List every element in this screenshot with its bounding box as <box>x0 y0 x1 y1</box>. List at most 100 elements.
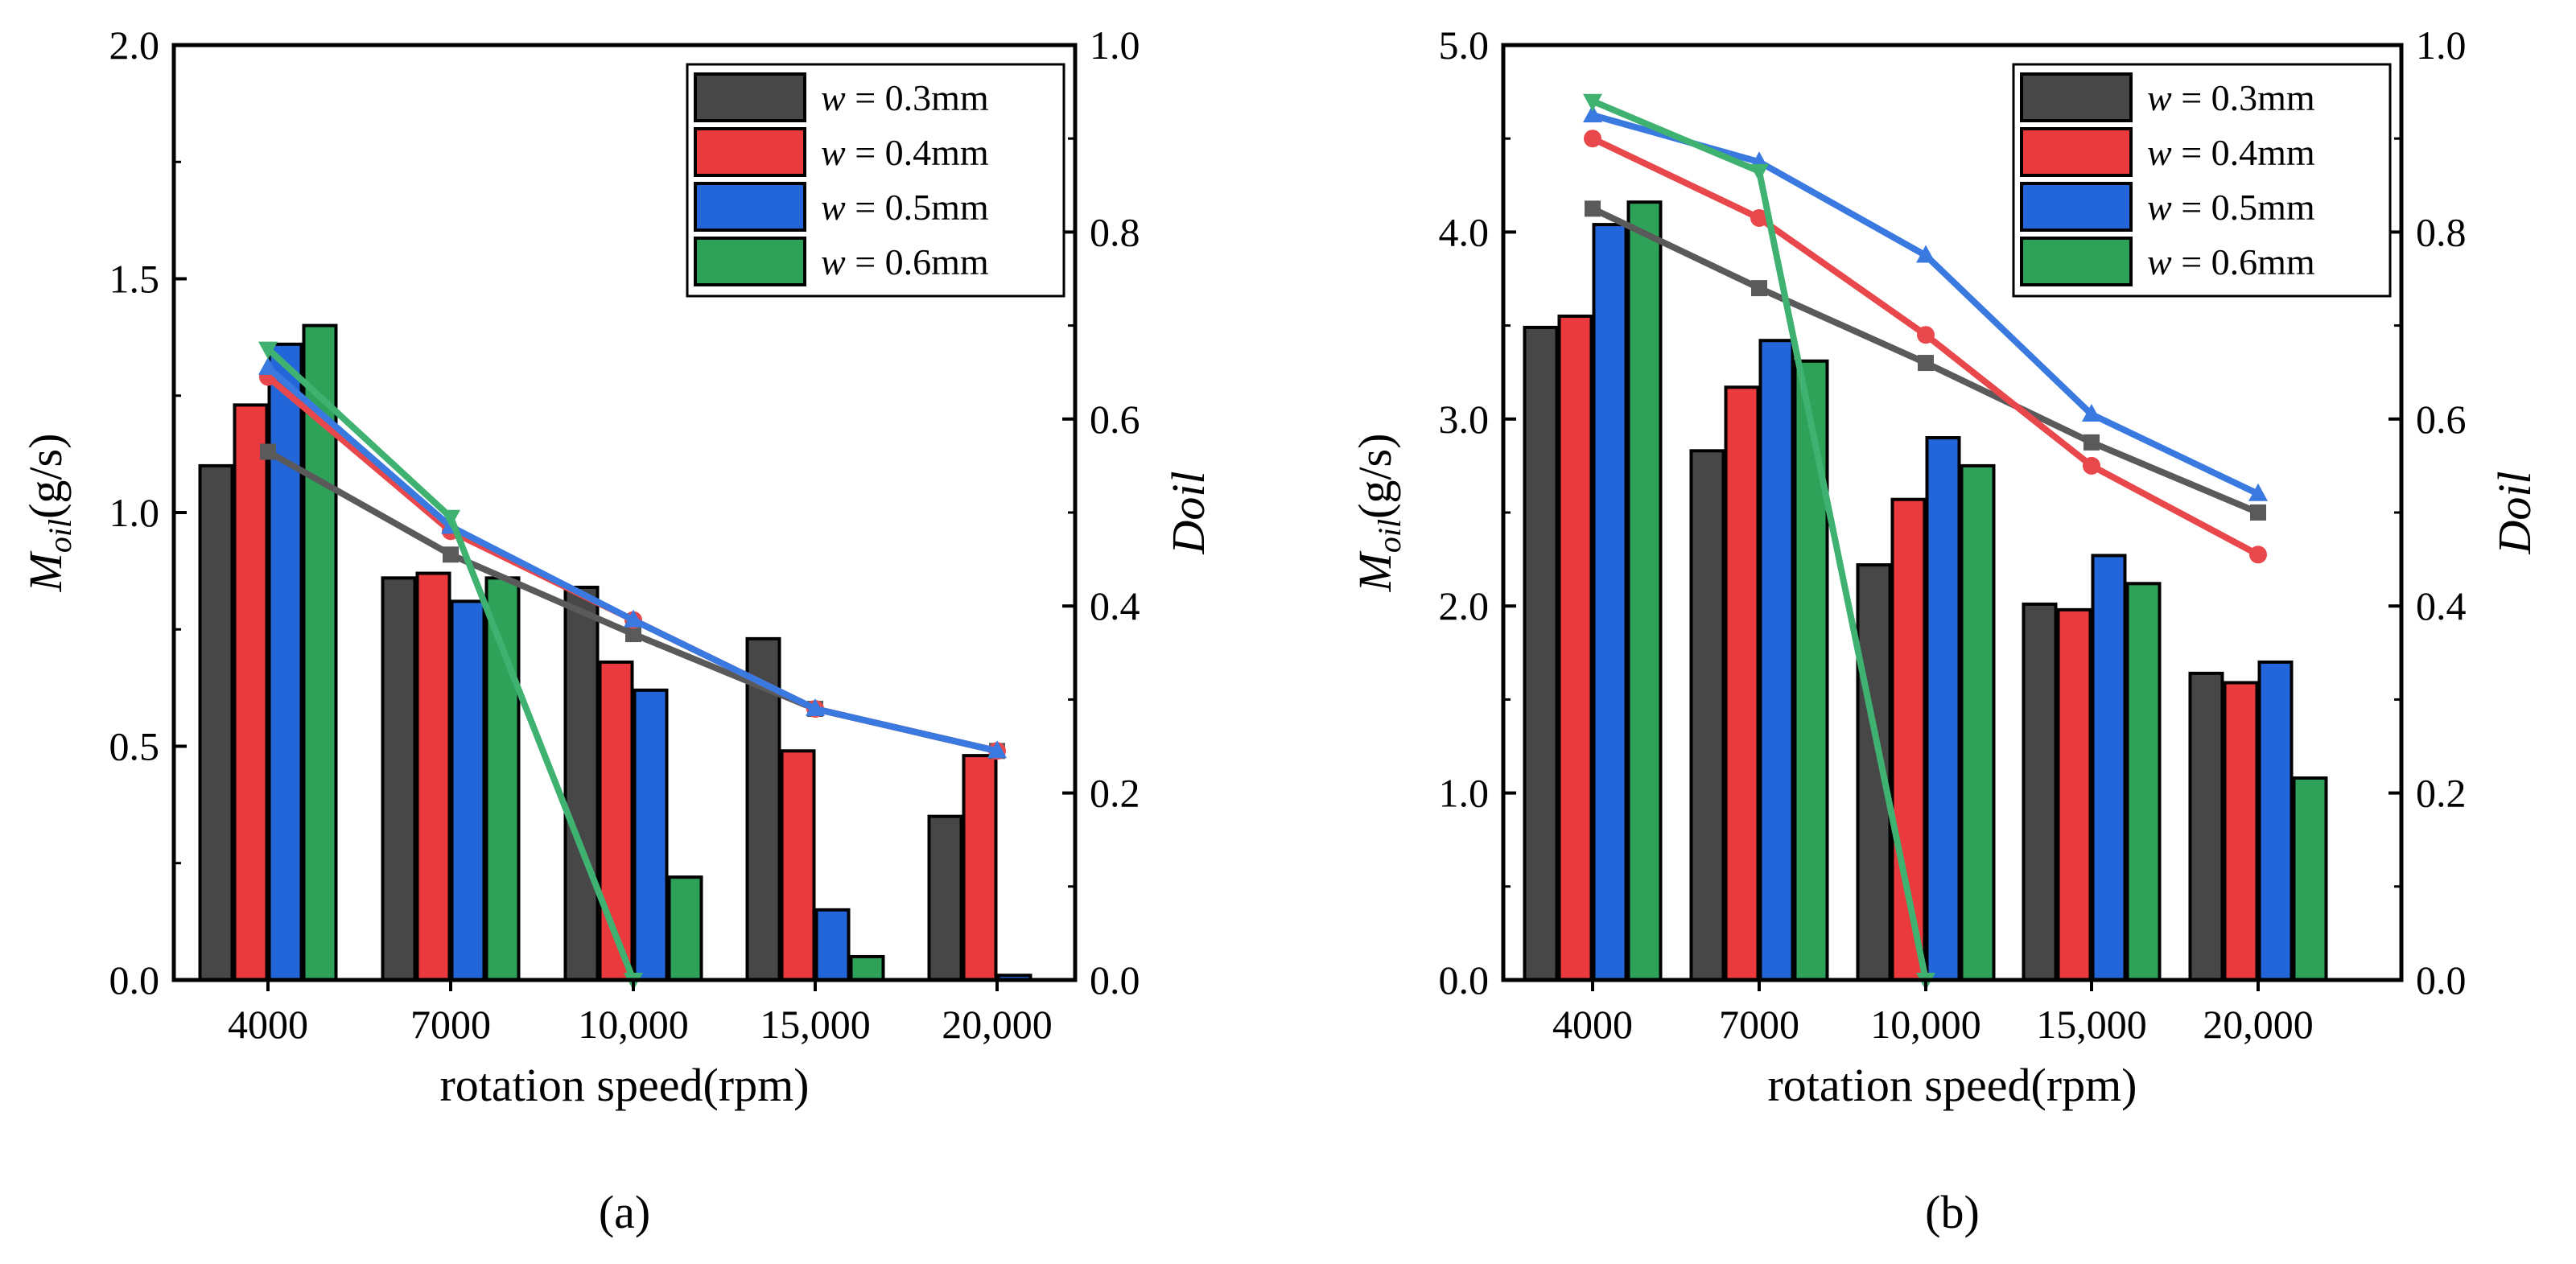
bar-b-s1-c2 <box>1689 449 1725 982</box>
marker-a-s3-5 <box>987 740 1007 759</box>
marker-b-s3-3 <box>1916 245 1935 263</box>
y-tick-label-left: 2.0 <box>109 23 160 68</box>
marker-a-s3-3 <box>624 609 643 628</box>
x-tick-label: 4000 <box>1552 1002 1633 1047</box>
bar-a-s1-c4 <box>745 636 781 982</box>
legend-var: w <box>2147 241 2172 282</box>
legend-value: = 0.6mm <box>2172 241 2315 282</box>
bar-a-s2-c1 <box>233 403 269 982</box>
legend-label-2: w = 0.4mm <box>2147 132 2315 173</box>
legend-swatch-2 <box>2020 127 2133 177</box>
chart-panel-a: 0.0 0.5 1.0 1.5 2.0 0.0 0.2 0.4 0.6 0.8 1.0 4000 700… <box>19 23 1214 1238</box>
bar-b-s4-c4 <box>2125 582 2162 982</box>
y-tick-label-right: 1.0 <box>1090 23 1140 68</box>
legend-value: = 0.4mm <box>2172 132 2315 173</box>
y-tick-label-left: 3.0 <box>1439 397 1490 442</box>
legend-value: = 0.4mm <box>846 132 989 173</box>
bar-b-s1-c1 <box>1523 325 1559 982</box>
y-axis-title-left: Moil(g/s) <box>19 434 78 593</box>
y-axis-title-main: M <box>1349 550 1401 592</box>
legend-value: = 0.6mm <box>846 241 989 282</box>
bar-a-s3-c2 <box>450 599 486 982</box>
bar-b-s2-c2 <box>1724 385 1760 982</box>
legend-label-4: w = 0.6mm <box>2147 241 2315 282</box>
legend-var: w <box>2147 132 2172 173</box>
legend-swatch-3 <box>2020 182 2133 232</box>
x-tick-label: 20,000 <box>2203 1002 2314 1047</box>
bar-a-s1-c5 <box>927 814 963 982</box>
y-tick-label-left: 0.0 <box>1439 957 1490 1003</box>
bar-a-s4-c2 <box>484 576 521 982</box>
marker-b-s2-1 <box>1584 130 1601 148</box>
x-tick-label: 10,000 <box>578 1002 689 1047</box>
y-tick-label-left: 4.0 <box>1439 209 1490 254</box>
legend-var: w <box>2147 187 2172 228</box>
marker-a-s3-1 <box>258 356 278 375</box>
y-tick-label-right: 0.2 <box>2416 771 2467 816</box>
marker-b-s1-5 <box>2250 504 2266 521</box>
legend-label-2: w = 0.4mm <box>821 132 989 173</box>
bar-b-s3-c2 <box>1758 339 1795 982</box>
bar-b-s3-c3 <box>1925 436 1961 982</box>
x-axis-title: rotation speed(rpm) <box>439 1059 809 1111</box>
y-tick-label-left: 0.5 <box>109 724 160 769</box>
y-tick-label-left: 1.5 <box>109 257 160 302</box>
marker-b-s4-2 <box>1750 163 1769 182</box>
legend-var: w <box>821 241 846 282</box>
bars <box>198 323 1032 982</box>
marker-a-s4-2 <box>441 509 460 528</box>
y-tick-label-left: 1.0 <box>1439 771 1490 816</box>
legend-label-1: w = 0.3mm <box>821 77 989 118</box>
marker-b-s2-5 <box>2249 546 2267 564</box>
marker-b-s3-4 <box>2082 403 2101 422</box>
bar-a-s3-c1 <box>267 342 303 982</box>
panel-label: (a) <box>599 1186 650 1238</box>
marker-b-s3-5 <box>2248 483 2268 501</box>
legend-var: w <box>821 77 846 118</box>
x-tick-label: 15,000 <box>2036 1002 2147 1047</box>
legend-swatch-2 <box>694 127 806 177</box>
chart-panel-b: 0.0 1.0 2.0 3.0 4.0 5.0 0.0 0.2 0.4 0.6 0.8 1.0 4000… <box>1349 23 2541 1238</box>
y-tick-label-right: 0.0 <box>2416 957 2467 1003</box>
legend-swatch-3 <box>694 182 806 232</box>
bar-b-s3-c1 <box>1592 223 1628 982</box>
bar-a-s2-c4 <box>780 749 816 982</box>
y-axis-title-unit: (g/s) <box>19 434 72 519</box>
marker-a-s4-1 <box>258 341 278 360</box>
bar-b-s4-c1 <box>1626 200 1663 982</box>
legend-swatch-4 <box>2020 237 2133 286</box>
x-tick-label: 4000 <box>228 1002 308 1047</box>
marker-b-s4-1 <box>1583 93 1602 112</box>
legend-label-3: w = 0.5mm <box>821 187 989 228</box>
bar-b-s2-c1 <box>1557 314 1593 982</box>
legend-value: = 0.3mm <box>846 77 989 118</box>
marker-b-s1-2 <box>1751 280 1767 297</box>
marker-b-s2-2 <box>1750 208 1768 227</box>
y-tick-label-right: 0.6 <box>2416 397 2467 442</box>
bar-a-s1-c3 <box>563 585 600 982</box>
bar-a-s4-c1 <box>302 323 338 982</box>
marker-b-s2-4 <box>2083 456 2100 475</box>
bar-a-s2-c3 <box>598 660 634 982</box>
x-tick-label: 15,000 <box>760 1002 871 1047</box>
y-tick-label-right: 0.8 <box>1090 209 1140 254</box>
marker-a-s1-1 <box>260 443 276 460</box>
legend-value: = 0.5mm <box>846 187 989 228</box>
bars <box>1523 200 2328 982</box>
legend-label-1: w = 0.3mm <box>2147 77 2315 118</box>
bar-b-s3-c5 <box>2257 660 2294 982</box>
y-axis-title-right: Doil <box>2488 471 2541 554</box>
bar-a-s4-c4 <box>849 954 885 982</box>
panel-label: (b) <box>1925 1186 1980 1238</box>
y-tick-label-right: 0.2 <box>1090 771 1140 816</box>
bar-b-s4-c2 <box>1793 359 1829 982</box>
y-tick-label-left: 1.0 <box>109 490 160 535</box>
bar-b-s1-c4 <box>2022 602 2058 982</box>
y-axis-title-unit: (g/s) <box>1349 434 1401 519</box>
y-tick-label-right: 0.4 <box>1090 583 1140 628</box>
bar-a-s2-c5 <box>962 754 998 982</box>
legend-swatch-1 <box>694 72 806 122</box>
legend-var: w <box>821 187 846 228</box>
y-axis-title-sub: oil <box>42 519 78 553</box>
